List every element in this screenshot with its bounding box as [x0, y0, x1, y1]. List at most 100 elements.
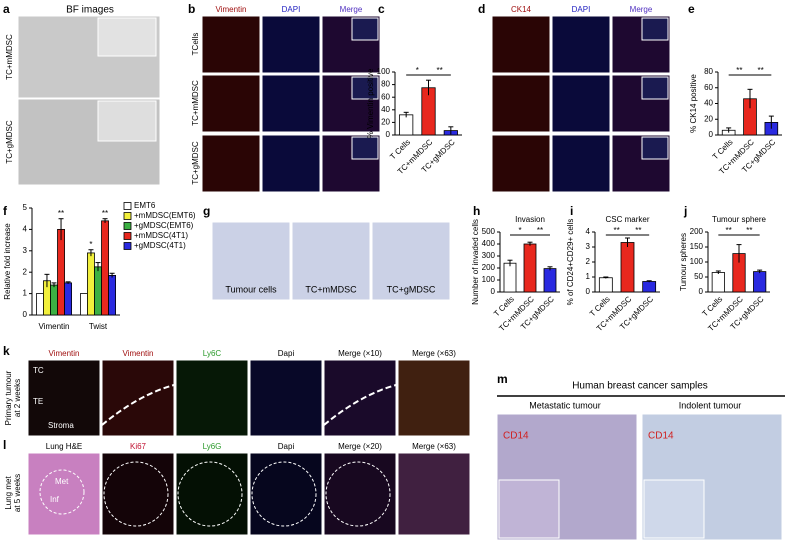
bar	[620, 242, 635, 293]
x-tick-label: Twist	[89, 322, 108, 331]
significance-label: **	[758, 66, 764, 75]
bar	[523, 243, 537, 293]
y-tick-label: 0	[699, 287, 704, 296]
micrograph	[641, 136, 669, 160]
micrograph	[101, 452, 175, 536]
outline	[251, 461, 317, 527]
row-label: TC+gMDSC	[191, 141, 200, 185]
panel-label: a	[3, 2, 10, 16]
panel-label: m	[497, 372, 508, 386]
micrograph	[323, 452, 397, 536]
y-tick-label: 0	[586, 287, 591, 296]
column-label: Indolent tumour	[679, 400, 742, 410]
y-tick-label: 20	[381, 118, 390, 127]
column-label: Merge (×63)	[412, 349, 456, 358]
bar	[87, 252, 95, 316]
boundary	[101, 384, 175, 426]
y-tick-label: 2	[23, 267, 28, 276]
panel-label: d	[478, 2, 485, 16]
micrograph	[175, 359, 249, 437]
outline	[39, 469, 85, 515]
outline	[325, 461, 391, 527]
y-tick-label: 1	[23, 289, 28, 298]
column-label: Vimentin	[216, 5, 247, 14]
y-axis-label: Tumour spheres	[679, 233, 688, 291]
significance-label: **	[736, 66, 742, 75]
bar	[503, 262, 517, 293]
column-label: Vimentin	[123, 349, 154, 358]
micrograph	[551, 74, 611, 133]
micrograph	[97, 100, 157, 142]
micrograph	[97, 17, 157, 57]
panel-title: BF images	[66, 5, 114, 16]
micrograph	[211, 221, 291, 301]
row-label: TC+gMDSC	[5, 120, 14, 164]
y-axis-label: % Vimentin positive	[366, 68, 375, 138]
y-tick-label: 2	[586, 257, 591, 266]
bar	[101, 220, 109, 316]
micrograph	[261, 15, 321, 74]
y-tick-label: 200	[690, 227, 704, 236]
micrograph	[101, 359, 175, 437]
micrograph	[323, 359, 397, 437]
micrograph	[291, 221, 371, 301]
micrograph	[491, 74, 551, 133]
y-tick-label: 60	[381, 92, 390, 101]
legend-label: +gMDSC(EMT6)	[134, 221, 194, 230]
column-label: Metastatic tumour	[529, 400, 601, 410]
panel-label: b	[188, 2, 195, 16]
bar	[543, 268, 557, 293]
y-tick-label: 0	[386, 130, 391, 139]
bar	[80, 293, 88, 316]
y-tick-label: 50	[694, 272, 703, 281]
micrographs	[17, 15, 783, 541]
legend-swatch	[123, 212, 132, 220]
significance-label: *	[89, 240, 92, 249]
bar	[64, 282, 72, 316]
micrograph	[551, 134, 611, 193]
legend-label: +mMDSC(EMT6)	[134, 211, 196, 220]
bar	[753, 271, 767, 293]
y-tick-label: 0	[23, 310, 28, 319]
chart-title: Invasion	[515, 215, 545, 224]
y-tick-label: 80	[381, 80, 390, 89]
y-tick-label: 150	[690, 242, 704, 251]
bar	[598, 277, 613, 293]
significance-label: **	[726, 226, 732, 235]
micrograph	[491, 15, 551, 74]
image-label: Tumour cells	[225, 284, 277, 294]
significance-label: **	[537, 226, 543, 235]
legend-label: +gMDSC(4T1)	[134, 241, 186, 250]
y-axis-label: Relative fold increase	[3, 223, 12, 300]
row-label: TC+mMDSC	[191, 80, 200, 126]
y-tick-label: 500	[482, 227, 496, 236]
row-label: TCells	[191, 33, 200, 56]
micrograph	[397, 359, 471, 437]
row-label: Primary tumour	[4, 370, 13, 425]
y-tick-label: 4	[586, 227, 591, 236]
column-label: CK14	[511, 5, 532, 14]
significance-label: *	[518, 226, 521, 235]
image-label: TC+gMDSC	[387, 284, 436, 294]
micrograph	[551, 15, 611, 74]
y-tick-label: 4	[23, 225, 28, 234]
bar	[642, 281, 657, 293]
significance-label: **	[58, 209, 64, 218]
column-label: Lung H&E	[46, 442, 82, 451]
significance-label: **	[746, 226, 752, 235]
image-label: TC+mMDSC	[305, 284, 357, 294]
significance-label: *	[416, 66, 419, 75]
panel-label: j	[683, 204, 687, 218]
y-tick-label: 40	[704, 99, 713, 108]
y-tick-label: 3	[586, 242, 591, 251]
y-tick-label: 3	[23, 246, 28, 255]
column-label: Merge (×10)	[338, 349, 382, 358]
panel-label: f	[3, 204, 8, 218]
micrograph	[201, 15, 261, 74]
panel-label: k	[3, 344, 10, 358]
bar	[711, 272, 725, 293]
bar	[57, 228, 65, 316]
micrograph	[27, 359, 101, 437]
region-label: TC	[33, 366, 44, 375]
